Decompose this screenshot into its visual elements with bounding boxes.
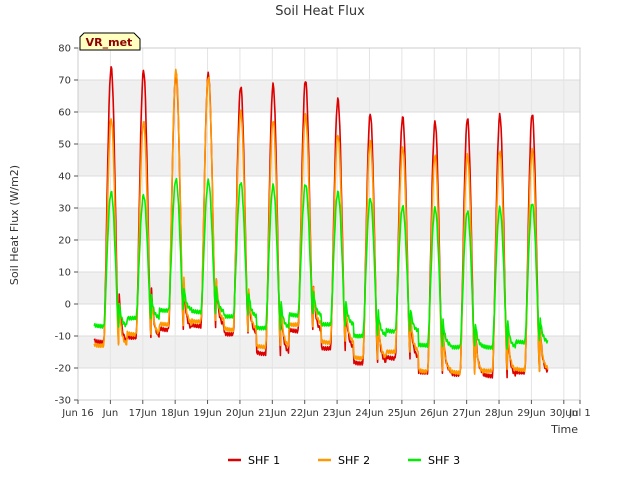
- plot-band: [78, 144, 580, 176]
- x-tick-label: Jul 1: [568, 408, 591, 419]
- y-tick-label: 10: [58, 268, 71, 279]
- x-tick-label: 28Jun: [485, 408, 513, 419]
- site-badge: VR_met: [79, 32, 141, 51]
- legend: SHF 1 SHF 2 SHF 3: [228, 454, 460, 467]
- x-tick-label: 25Jun: [388, 408, 416, 419]
- y-tick-label: 0: [65, 300, 71, 311]
- series-line-shf-3: [93, 177, 549, 350]
- x-tick-label: 20Jun: [226, 408, 254, 419]
- y-tick-label: 60: [58, 108, 71, 119]
- site-badge-box: [79, 32, 141, 51]
- x-tick-label: 18Jun: [161, 408, 189, 419]
- legend-label: SHF 2: [338, 454, 370, 467]
- x-tick-label: Jun: [102, 408, 119, 419]
- y-tick-label: 70: [58, 76, 71, 87]
- y-tick-label: 40: [58, 172, 71, 183]
- y-tick-label: 30: [58, 204, 71, 215]
- y-tick-label: 50: [58, 140, 71, 151]
- x-tick-label: 23Jun: [323, 408, 351, 419]
- y-tick-label: 80: [58, 44, 71, 55]
- site-badge-label: VR_met: [86, 36, 133, 49]
- y-axis-title: Soil Heat Flux (W/m2): [8, 165, 21, 285]
- series-layer: [93, 66, 549, 379]
- y-tick-label: -20: [55, 364, 71, 375]
- x-tick-label: 17Jun: [129, 408, 157, 419]
- x-tick-label: 27Jun: [452, 408, 480, 419]
- legend-label: SHF 1: [248, 454, 280, 467]
- x-tick-label: 19Jun: [193, 408, 221, 419]
- y-tick-label: -30: [55, 396, 71, 407]
- chart-title: Soil Heat Flux: [275, 4, 365, 19]
- x-tick-label: 22Jun: [291, 408, 319, 419]
- x-tick-label: 24Jun: [355, 408, 383, 419]
- y-tick-label: -10: [55, 332, 71, 343]
- x-tick-label: Jun 16: [61, 408, 94, 419]
- x-axis-title: Time: [550, 423, 578, 436]
- axes: -30 -20 -10 0 10 20 30 40 50 60 70 80 Jun 16 Jun 17Jun…: [55, 44, 591, 420]
- x-tick-label: 26Jun: [420, 408, 448, 419]
- legend-label: SHF 3: [428, 454, 460, 467]
- x-tick-label: 30Jun: [550, 408, 578, 419]
- x-tick-label: 21Jun: [258, 408, 286, 419]
- x-tick-label: 29Jun: [517, 408, 545, 419]
- plot-border: [77, 47, 581, 401]
- plot-band: [78, 80, 580, 112]
- y-tick-label: 20: [58, 236, 71, 247]
